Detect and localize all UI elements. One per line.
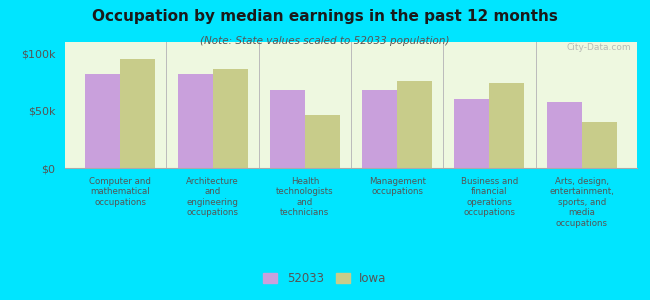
Bar <box>270 90 305 168</box>
Text: Occupation by median earnings in the past 12 months: Occupation by median earnings in the pas… <box>92 9 558 24</box>
Text: City-Data.com: City-Data.com <box>567 43 631 52</box>
Bar <box>547 102 582 168</box>
Bar <box>85 74 120 168</box>
Bar <box>177 74 213 168</box>
Bar <box>213 70 248 168</box>
Bar <box>454 99 489 168</box>
Bar <box>489 83 525 168</box>
Bar <box>397 81 432 168</box>
Legend: 52033, Iowa: 52033, Iowa <box>257 266 393 291</box>
Bar <box>120 59 155 168</box>
Text: (Note: State values scaled to 52033 population): (Note: State values scaled to 52033 popu… <box>200 36 450 46</box>
Bar <box>582 122 617 168</box>
Bar <box>305 115 340 168</box>
Bar <box>362 90 397 168</box>
